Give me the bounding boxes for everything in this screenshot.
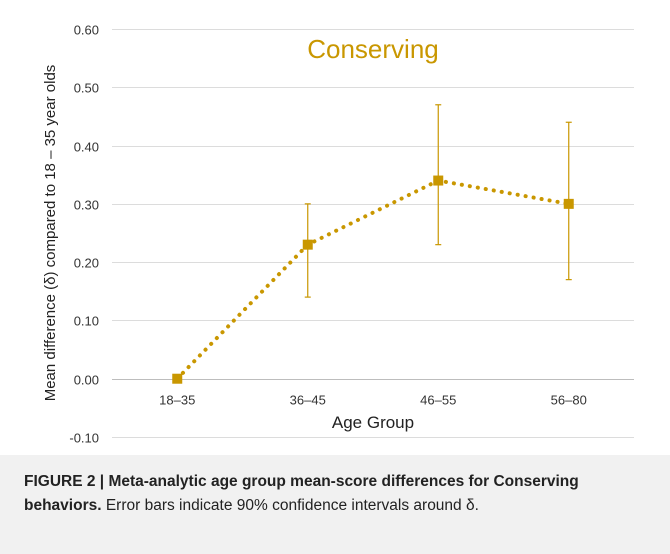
chart-frame: 0.60 0.50 0.40 0.30 0.20 0.10 0.00 -0.10 18–35 3… <box>0 0 670 455</box>
y-tick-label: 0.50 <box>74 81 99 96</box>
x-tick-label: 36–45 <box>290 393 326 408</box>
x-tick-label: 56–80 <box>551 393 587 408</box>
y-tick-label: 0.60 <box>74 23 99 38</box>
x-tick-label: 18–35 <box>159 393 195 408</box>
data-point <box>433 175 444 186</box>
y-tick-label: 0.00 <box>74 373 99 388</box>
x-axis-label: Age Group <box>332 413 414 432</box>
caption-bold-text: Meta-analytic age group mean-score diffe… <box>24 473 579 514</box>
y-tick-label: 0.10 <box>74 314 99 329</box>
y-tick-label: -0.10 <box>69 431 99 446</box>
data-point <box>563 198 574 209</box>
caption-normal-text: Error bars indicate 90% confidence inter… <box>101 497 479 514</box>
data-point <box>302 239 313 250</box>
data-point <box>172 373 183 384</box>
caption-figure-label: FIGURE 2 | <box>24 473 109 490</box>
y-tick-label: 0.30 <box>74 198 99 213</box>
y-tick-label: 0.20 <box>74 256 99 271</box>
figure-caption: FIGURE 2 | Meta-analytic age group mean-… <box>24 470 644 518</box>
series-line <box>175 178 571 381</box>
y-tick-label: 0.40 <box>74 140 99 155</box>
chart: 0.60 0.50 0.40 0.30 0.20 0.10 0.00 -0.10 18–35 3… <box>42 23 634 446</box>
x-tick-label: 46–55 <box>420 393 456 408</box>
y-axis-label: Mean difference (δ) compared to 18 – 35 … <box>42 65 59 402</box>
chart-title: Conserving <box>307 34 439 64</box>
